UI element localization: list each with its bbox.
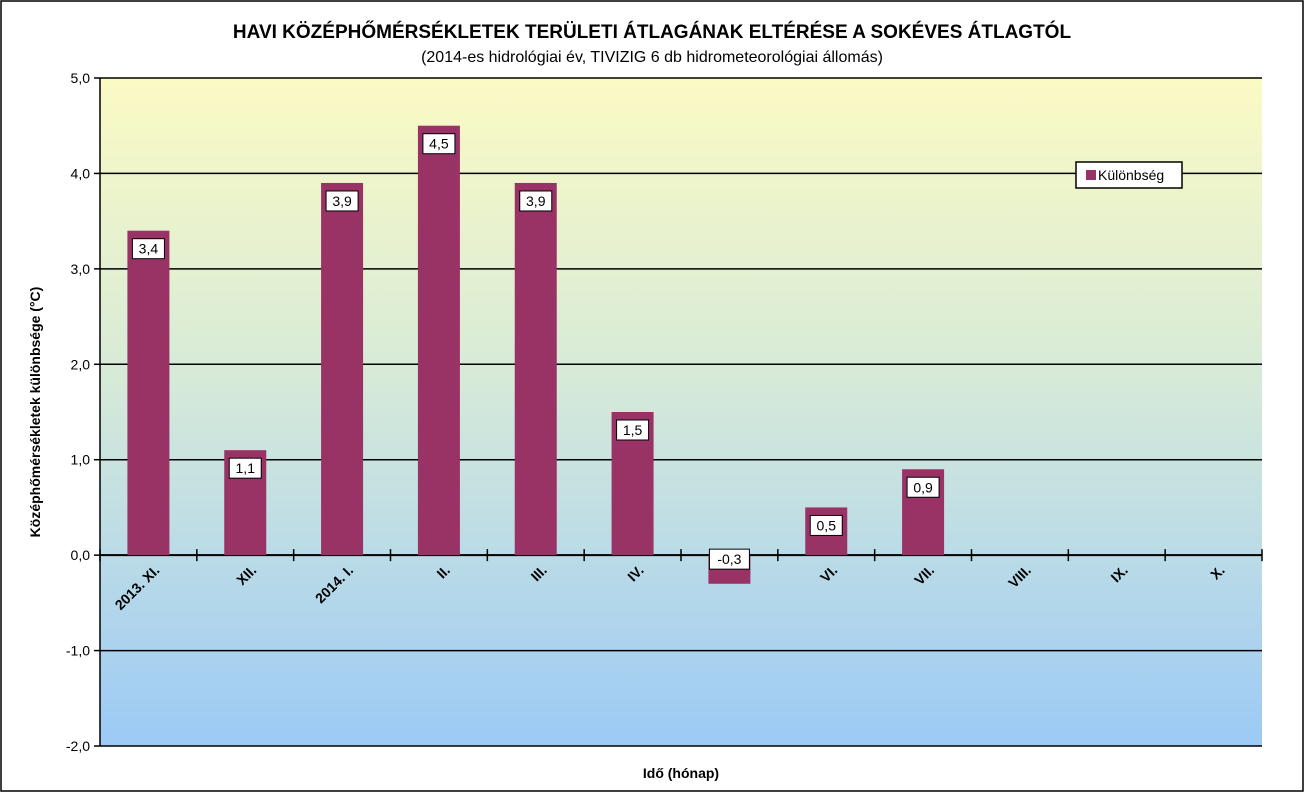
y-tick-label: -2,0 [66,738,90,754]
value-label-box [906,476,940,498]
legend-label: Különbség [1098,167,1164,183]
chart-subtitle: (2014-es hidrológiai év, TIVIZIG 6 db hi… [421,49,883,66]
value-label: -0,3 [717,551,741,567]
legend-swatch [1086,170,1096,180]
value-label: 3,4 [139,241,159,257]
y-tick-label: 0,0 [71,547,91,563]
x-axis-label: Idő (hónap) [643,765,719,781]
value-label: 4,5 [429,136,449,152]
value-label-box [228,457,262,479]
chart-title: HAVI KÖZÉPHŐMÉRSÉKLETEK TERÜLETI ÁTLAGÁN… [233,21,1072,43]
value-label-box [131,238,165,260]
value-label: 1,5 [623,422,643,438]
value-label: 0,9 [913,479,933,495]
y-tick-label: 5,0 [71,70,91,86]
value-label: 3,9 [526,193,546,209]
value-label-box [422,133,456,155]
value-label: 0,5 [817,517,837,533]
y-tick-label: 4,0 [71,165,91,181]
value-label-box [325,190,359,212]
bar [417,125,460,556]
value-label-box [519,190,553,212]
value-label-box [708,548,750,570]
y-tick-label: 1,0 [71,452,91,468]
value-label-box [809,514,843,536]
y-tick-label: 3,0 [71,261,91,277]
y-tick-label: 2,0 [71,356,91,372]
y-axis-label: Középhőmérsékletek különbsége (°C) [27,287,43,538]
value-label-box [616,419,650,441]
bar [514,182,557,556]
bar [321,182,364,556]
value-label: 3,9 [332,193,352,209]
plot-area [100,78,1262,746]
y-tick-label: -1,0 [66,643,90,659]
value-label: 1,1 [236,460,256,476]
bar [127,230,170,556]
